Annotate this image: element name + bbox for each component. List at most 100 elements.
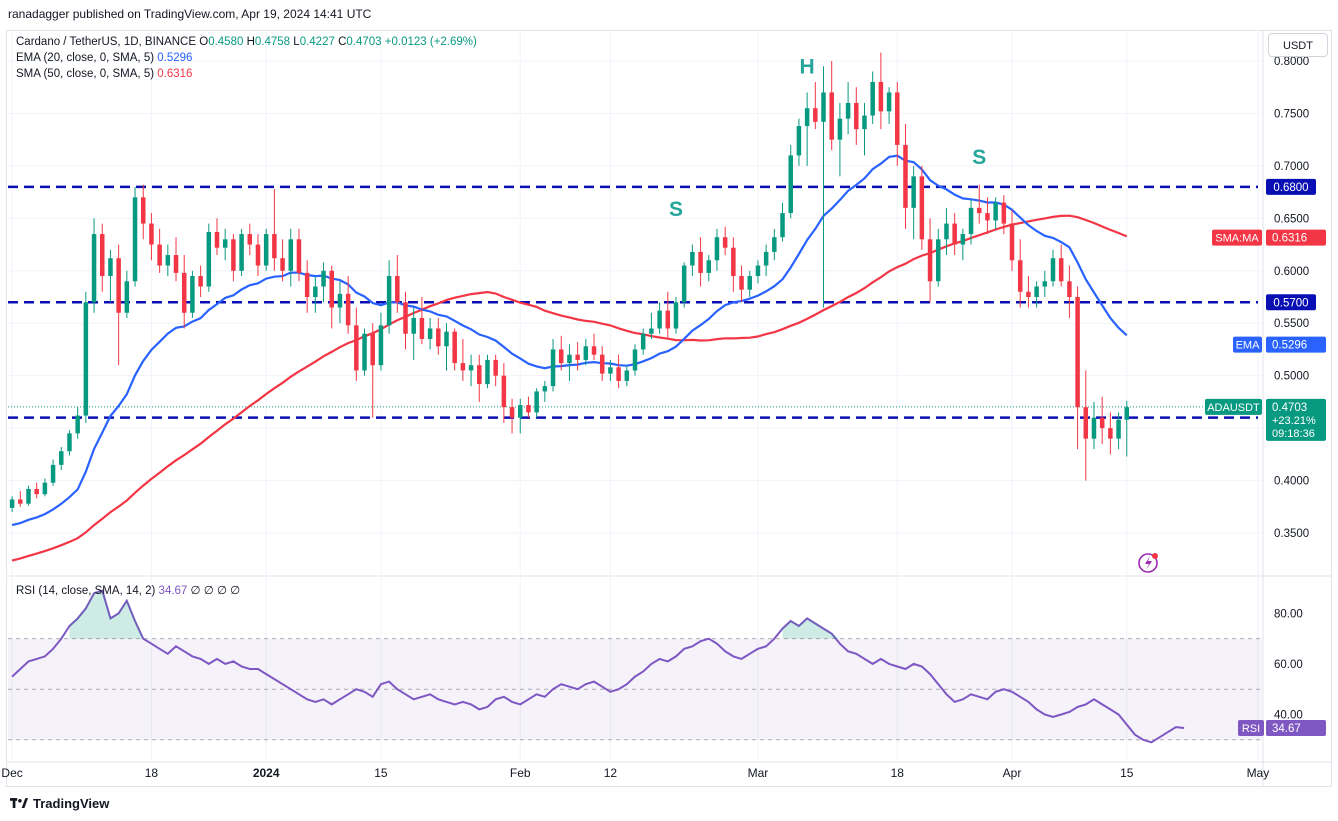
- price-label-ema: EMA 0.5296: [1233, 336, 1326, 353]
- candle-body: [247, 234, 253, 245]
- candle-body: [640, 333, 646, 350]
- candle: [321, 262, 326, 303]
- candle: [1042, 270, 1048, 298]
- candle: [616, 354, 621, 389]
- candle-body: [239, 234, 244, 271]
- candle: [624, 365, 630, 387]
- candle: [657, 302, 662, 334]
- candle-body: [845, 102, 851, 119]
- candle: [755, 260, 761, 284]
- candle-body: [804, 108, 810, 127]
- candle: [124, 270, 130, 318]
- candle-body: [976, 207, 982, 214]
- candle: [649, 312, 654, 339]
- candle: [772, 228, 777, 261]
- candle-body: [731, 247, 736, 277]
- legend-l-label: L: [293, 36, 300, 48]
- level-price-label: 0.6800: [1266, 178, 1316, 195]
- candle: [477, 354, 482, 402]
- candle-body: [1108, 428, 1113, 439]
- candle-body: [362, 333, 367, 371]
- candle-body: [272, 234, 277, 259]
- candle: [1124, 400, 1130, 457]
- axis-layer: 0.8000 0.7500 0.7000 0.6500 0.6000 0.5500 0.50…: [1, 56, 1309, 780]
- candle-body: [427, 328, 433, 339]
- candle-body: [452, 331, 457, 364]
- candle-body: [993, 202, 998, 221]
- candle: [944, 207, 949, 256]
- candle-body: [821, 92, 826, 122]
- candle-body: [526, 405, 531, 413]
- candle: [1050, 249, 1056, 287]
- candle-body: [460, 363, 466, 371]
- candle-body: [722, 237, 728, 248]
- candle: [788, 144, 793, 219]
- candle-body: [673, 302, 679, 329]
- candle: [149, 213, 154, 261]
- pattern-label-right-shoulder: S: [972, 146, 986, 169]
- price-label-extra: 09:18:36: [1272, 428, 1315, 440]
- candles: [9, 52, 1130, 513]
- candle-body: [706, 260, 712, 273]
- legend-sma-value: 0.6316: [157, 68, 193, 80]
- candle: [370, 323, 375, 418]
- candle-body: [280, 258, 285, 271]
- time-tick-label: 18: [891, 766, 905, 780]
- candle-body: [886, 92, 892, 112]
- candle-body: [788, 155, 793, 214]
- candle-body: [116, 258, 121, 313]
- candle: [976, 184, 982, 224]
- candle: [255, 234, 261, 277]
- level-label-text: 0.5700: [1273, 297, 1308, 309]
- candle: [157, 228, 162, 273]
- candle-body: [477, 365, 482, 385]
- candle: [665, 291, 671, 339]
- candle-body: [518, 405, 523, 418]
- candle-body: [190, 276, 195, 313]
- candle-body: [444, 331, 449, 347]
- candle: [378, 312, 384, 371]
- candle-body: [329, 270, 334, 308]
- candle: [329, 265, 334, 329]
- rsi-label-box: [1266, 719, 1326, 736]
- candle-body: [26, 488, 31, 504]
- sma-50-line: [11, 214, 1128, 562]
- candle: [886, 87, 892, 124]
- candle-body: [509, 407, 515, 418]
- price-label-name: ADAUSDT: [1207, 402, 1260, 414]
- replay-icon: [1138, 553, 1158, 573]
- price-tick-label: 0.3500: [1274, 528, 1309, 540]
- candle: [739, 265, 744, 303]
- candle-body: [1067, 281, 1072, 298]
- candle-body: [829, 92, 834, 140]
- candle-body: [960, 234, 966, 245]
- candle: [34, 482, 39, 499]
- price-tick-label: 0.7500: [1274, 108, 1309, 120]
- currency-button[interactable]: USDT: [1268, 33, 1328, 57]
- rsi-label-value: 34.67: [1272, 723, 1301, 735]
- candle-body: [895, 92, 900, 145]
- candle-body: [690, 251, 695, 266]
- candle-body: [681, 265, 687, 303]
- publisher-caption: ranadagger published on TradingView.com,…: [8, 7, 372, 21]
- candle-body: [985, 213, 990, 221]
- time-tick-label: 12: [604, 766, 618, 780]
- candle: [706, 255, 712, 282]
- candle-body: [1099, 417, 1105, 429]
- candle-body: [1058, 258, 1064, 282]
- candle: [1067, 265, 1072, 318]
- candle-body: [181, 272, 187, 313]
- footer-brand: TradingView: [10, 796, 109, 811]
- candle: [198, 265, 203, 298]
- candle: [1034, 281, 1039, 308]
- candle-body: [34, 488, 39, 495]
- candle: [239, 228, 244, 277]
- candle: [960, 228, 966, 261]
- candle-body: [747, 276, 752, 290]
- rsi-current-label: RSI 34.67: [1238, 719, 1326, 736]
- candle-body: [108, 258, 113, 277]
- candle-body: [952, 223, 957, 245]
- candle: [640, 328, 646, 355]
- candle: [567, 344, 572, 381]
